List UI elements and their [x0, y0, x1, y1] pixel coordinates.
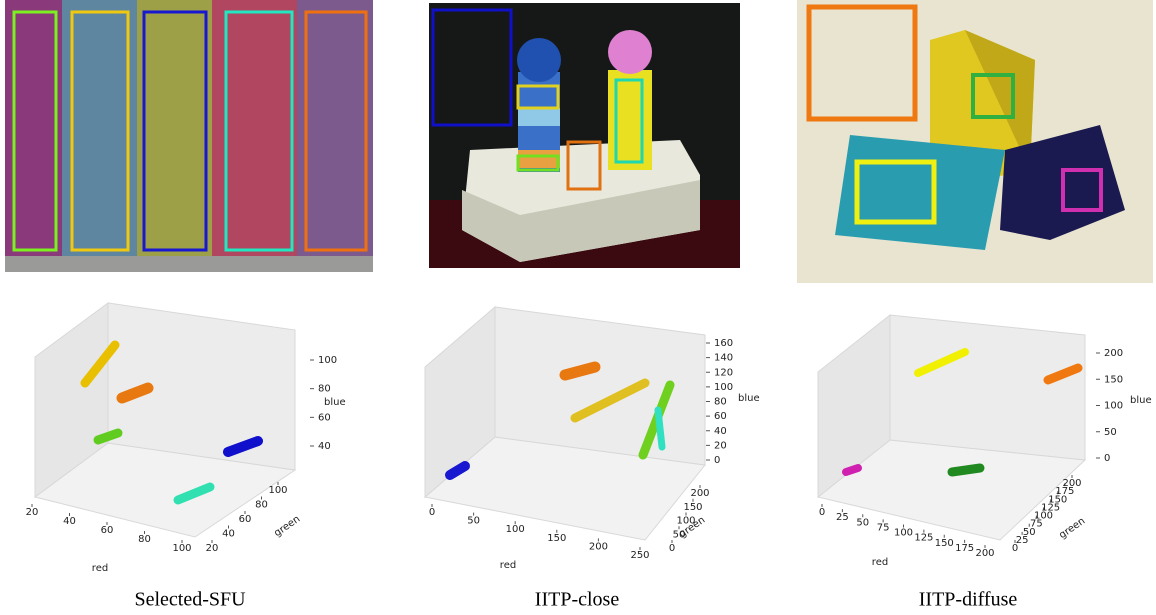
point-clusters — [80, 340, 1083, 505]
x-tick-label: 100 — [172, 543, 191, 554]
y-tick-label: 60 — [239, 514, 252, 525]
x-tick-label: 125 — [914, 533, 933, 544]
y-tick-label: 200 — [690, 488, 709, 499]
z-tick-label: 200 — [1104, 348, 1123, 359]
x-tick-label: 100 — [894, 528, 913, 539]
x-tick-label: 80 — [138, 534, 151, 545]
z-axis-label: blue — [324, 397, 346, 408]
x-axis-label: red — [872, 557, 888, 568]
y-tick-label: 50 — [1023, 527, 1036, 538]
x-tick-label: 250 — [630, 550, 649, 561]
y-axis-label: green — [272, 514, 302, 540]
x-tick-label: 0 — [819, 507, 825, 518]
y-tick-label: 175 — [1055, 486, 1074, 497]
z-axis-label: blue — [738, 393, 760, 404]
x-tick-label: 100 — [506, 524, 525, 535]
y-tick-label: 20 — [206, 543, 219, 554]
y-tick-label: 100 — [268, 485, 287, 496]
x-tick-label: 25 — [836, 512, 849, 523]
pane-back — [889, 314, 1086, 461]
x-tick-label: 150 — [547, 533, 566, 544]
caption: Selected-SFU — [134, 589, 246, 611]
plot-3d: 0 50 100 150 200 250 0 50 100 150 200 0 20 40 60 80 100 1… — [423, 305, 760, 611]
x-tick-label: 0 — [429, 507, 435, 518]
x-tick-label: 40 — [63, 516, 76, 527]
z-tick-label: 40 — [318, 441, 331, 452]
photo-iitp-diffuse — [797, 0, 1153, 283]
z-tick-label: 0 — [714, 455, 720, 466]
x-tick-label: 75 — [877, 522, 890, 533]
z-tick-label: 100 — [714, 382, 733, 393]
z-tick-label: 40 — [714, 426, 727, 437]
x-tick-label: 200 — [589, 541, 608, 552]
y-tick-label: 0 — [669, 543, 675, 554]
pane-left — [817, 313, 891, 499]
y-tick-label: 150 — [683, 502, 702, 513]
plot-3d: 0 25 50 75 100 125 150 175 200 025507510012515017… — [816, 313, 1152, 611]
caption: IITP-close — [535, 589, 620, 611]
y-tick-label: 100 — [1034, 511, 1053, 522]
x-tick-label: 200 — [975, 548, 994, 559]
z-tick-label: 80 — [318, 384, 331, 395]
y-tick-label: 0 — [1012, 543, 1018, 554]
y-tick-label: 75 — [1030, 519, 1043, 530]
photo-selected-sfu — [5, 0, 373, 272]
pane-left — [424, 305, 496, 499]
z-tick-label: 80 — [714, 397, 727, 408]
y-tick-label: 150 — [1048, 494, 1067, 505]
z-tick-label: 160 — [714, 338, 733, 349]
x-tick-label: 50 — [467, 516, 480, 527]
z-tick-label: 60 — [714, 411, 727, 422]
x-tick-label: 60 — [101, 525, 114, 536]
x-tick-label: 20 — [26, 507, 39, 518]
z-tick-label: 50 — [1104, 427, 1117, 438]
x-axis-label: red — [500, 560, 516, 571]
y-axis-label: green — [1057, 516, 1087, 542]
z-tick-label: 100 — [1104, 401, 1123, 412]
y-tick-label: 125 — [1041, 502, 1060, 513]
pane-left — [34, 302, 109, 498]
x-tick-label: 50 — [856, 517, 869, 528]
y-tick-label: 80 — [255, 500, 268, 511]
z-axis-label: blue — [1130, 395, 1152, 406]
z-tick-label: 120 — [714, 367, 733, 378]
y-tick-label: 25 — [1016, 535, 1029, 546]
x-tick-label: 175 — [955, 543, 974, 554]
z-tick-label: 100 — [318, 355, 337, 366]
pane-back — [107, 302, 296, 471]
z-tick-label: 60 — [318, 412, 331, 423]
z-tick-label: 150 — [1104, 374, 1123, 385]
caption: IITP-diffuse — [919, 589, 1018, 611]
z-tick-label: 0 — [1104, 453, 1110, 464]
z-tick-label: 20 — [714, 440, 727, 451]
y-tick-label: 200 — [1062, 478, 1081, 489]
y-tick-label: 50 — [673, 529, 686, 540]
photo-iitp-close — [429, 3, 740, 268]
x-tick-label: 150 — [935, 538, 954, 549]
y-tick-label: 100 — [676, 516, 695, 527]
z-tick-label: 140 — [714, 353, 733, 364]
y-tick-label: 40 — [222, 529, 235, 540]
x-axis-label: red — [92, 563, 108, 574]
